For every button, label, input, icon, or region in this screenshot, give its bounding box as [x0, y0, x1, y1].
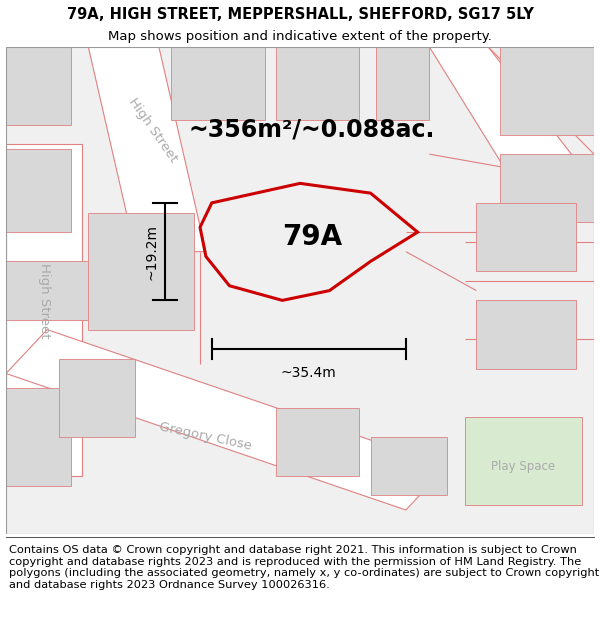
Polygon shape: [6, 388, 71, 486]
Polygon shape: [376, 47, 430, 120]
Polygon shape: [6, 47, 71, 125]
Text: ~35.4m: ~35.4m: [281, 366, 337, 380]
Polygon shape: [6, 261, 124, 320]
Polygon shape: [277, 47, 359, 120]
Text: Gregory Close: Gregory Close: [158, 421, 253, 453]
Text: Map shows position and indicative extent of the property.: Map shows position and indicative extent…: [108, 30, 492, 43]
Text: High Street: High Street: [126, 95, 180, 164]
Text: 79A, HIGH STREET, MEPPERSHALL, SHEFFORD, SG17 5LY: 79A, HIGH STREET, MEPPERSHALL, SHEFFORD,…: [67, 6, 533, 21]
Polygon shape: [277, 408, 359, 476]
Text: ~356m²/~0.088ac.: ~356m²/~0.088ac.: [188, 118, 435, 142]
Polygon shape: [476, 203, 577, 271]
Polygon shape: [476, 301, 577, 369]
Text: Contains OS data © Crown copyright and database right 2021. This information is : Contains OS data © Crown copyright and d…: [9, 545, 599, 590]
Polygon shape: [59, 359, 136, 437]
Polygon shape: [6, 149, 71, 232]
Polygon shape: [371, 437, 447, 496]
Polygon shape: [170, 47, 265, 120]
Polygon shape: [88, 47, 206, 252]
Polygon shape: [500, 47, 594, 134]
Text: Play Space: Play Space: [491, 459, 556, 472]
Text: 79A: 79A: [281, 223, 342, 251]
Text: ~19.2m: ~19.2m: [145, 224, 159, 279]
Text: High Street: High Street: [38, 262, 51, 338]
Polygon shape: [88, 213, 194, 329]
Polygon shape: [6, 144, 82, 476]
Polygon shape: [430, 47, 594, 217]
Polygon shape: [500, 154, 594, 222]
Polygon shape: [6, 329, 447, 510]
Polygon shape: [464, 418, 582, 505]
